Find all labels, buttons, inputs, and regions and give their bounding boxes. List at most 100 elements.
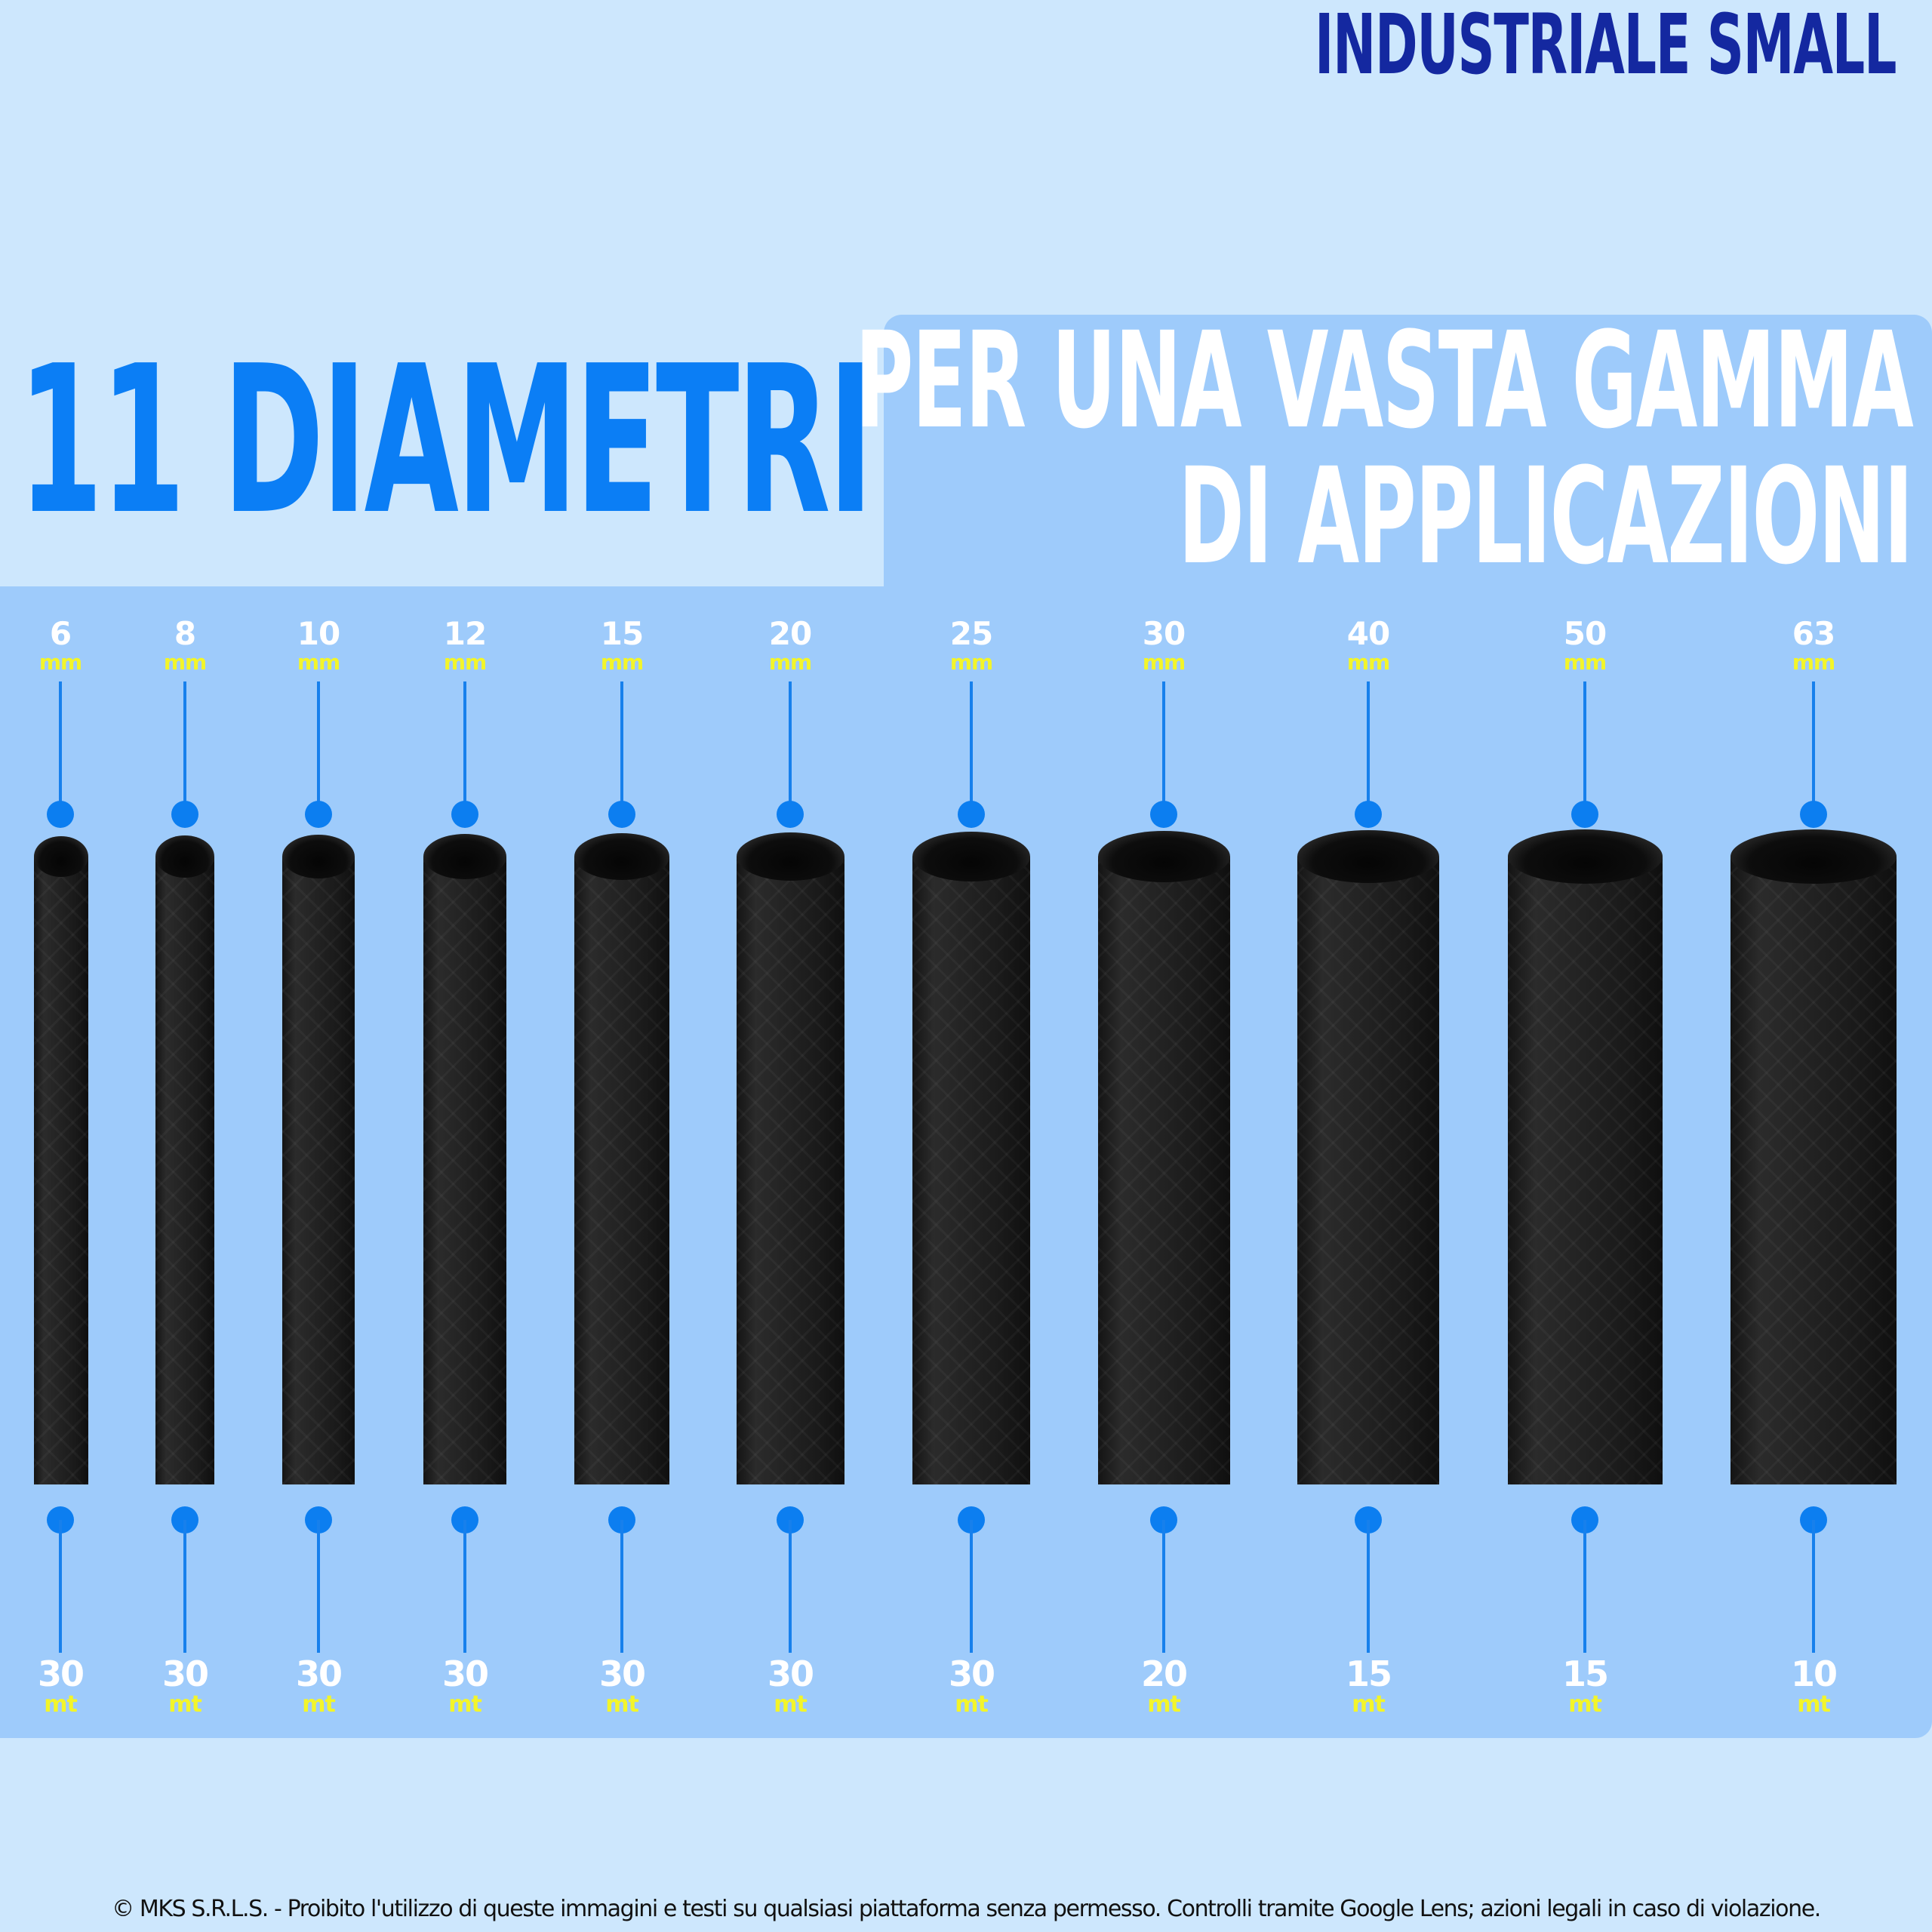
diameter-pointer-line <box>789 681 792 814</box>
diameter-unit: mm <box>1142 650 1186 675</box>
diameter-unit: mm <box>297 650 340 675</box>
diameter-value: 12 <box>443 615 487 652</box>
length-value: 30 <box>441 1654 489 1694</box>
length-unit: mt <box>1797 1691 1831 1718</box>
hose-opening <box>34 836 88 877</box>
diameter-pointer-dot <box>47 801 74 828</box>
length-unit: mt <box>1147 1691 1181 1718</box>
headline-panel <box>884 315 1932 588</box>
diameter-pointer-line <box>317 681 320 814</box>
hose-opening <box>912 832 1030 881</box>
hose-opening <box>1508 829 1663 884</box>
hose-10mm <box>282 835 355 1484</box>
hose-12mm <box>423 834 506 1484</box>
diameter-unit: mm <box>600 650 644 675</box>
diameter-unit: mm <box>1792 650 1835 675</box>
hose-20mm <box>737 832 844 1484</box>
length-unit: mt <box>448 1691 482 1718</box>
diameter-value: 25 <box>949 615 993 652</box>
diameter-pointer-dot <box>958 801 985 828</box>
length-pointer-line <box>183 1520 186 1653</box>
length-pointer-line <box>59 1520 62 1653</box>
length-pointer-line <box>1812 1520 1815 1653</box>
diameter-unit: mm <box>1346 650 1390 675</box>
diameter-pointer-line <box>620 681 623 814</box>
hose-8mm <box>155 835 214 1484</box>
hose-25mm <box>912 832 1030 1484</box>
diameter-pointer-line <box>970 681 973 814</box>
length-unit: mt <box>605 1691 639 1718</box>
diameter-pointer-dot <box>305 801 332 828</box>
length-value: 30 <box>295 1654 343 1694</box>
diameter-value: 63 <box>1792 615 1835 652</box>
length-unit: mt <box>1568 1691 1602 1718</box>
hose-50mm <box>1508 829 1663 1484</box>
hose-opening <box>1297 830 1439 883</box>
diameter-pointer-line <box>1162 681 1165 814</box>
diameter-pointer-line <box>183 681 186 814</box>
diameter-pointer-dot <box>1150 801 1177 828</box>
length-unit: mt <box>1352 1691 1386 1718</box>
headline-sub-line1: PER UNA VASTA GAMMA <box>855 303 1914 458</box>
diameter-pointer-line <box>1812 681 1815 814</box>
length-unit: mt <box>774 1691 808 1718</box>
diameter-pointer-dot <box>1355 801 1382 828</box>
length-value: 20 <box>1140 1654 1188 1694</box>
diameter-value: 20 <box>768 615 812 652</box>
diameter-pointer-dot <box>1800 801 1827 828</box>
length-value: 30 <box>767 1654 814 1694</box>
copyright-notice: © MKS S.R.L.S. - Proibito l'utilizzo di … <box>112 1896 1821 1922</box>
diameter-unit: mm <box>768 650 812 675</box>
length-value: 30 <box>162 1654 209 1694</box>
diameter-value: 6 <box>49 615 72 652</box>
diameter-pointer-line <box>463 681 466 814</box>
length-unit: mt <box>44 1691 78 1718</box>
length-unit: mt <box>955 1691 989 1718</box>
diameter-pointer-dot <box>171 801 198 828</box>
diameter-value: 50 <box>1563 615 1607 652</box>
diameter-pointer-dot <box>451 801 478 828</box>
length-pointer-line <box>463 1520 466 1653</box>
diameter-value: 15 <box>600 615 644 652</box>
hose-30mm <box>1098 831 1230 1484</box>
diameter-pointer-dot <box>777 801 804 828</box>
hose-63mm <box>1730 829 1897 1484</box>
diameter-unit: mm <box>443 650 487 675</box>
hose-opening <box>282 835 355 878</box>
length-unit: mt <box>168 1691 202 1718</box>
length-pointer-line <box>1162 1520 1165 1653</box>
length-value: 30 <box>598 1654 646 1694</box>
hose-opening <box>574 833 669 880</box>
hose-opening <box>423 834 506 879</box>
diameter-unit: mm <box>163 650 207 675</box>
length-pointer-line <box>1583 1520 1586 1653</box>
hose-opening <box>155 835 214 878</box>
length-value: 30 <box>948 1654 995 1694</box>
hose-6mm <box>34 836 88 1484</box>
diameter-pointer-dot <box>608 801 635 828</box>
brand-title: INDUSTRIALE SMALL <box>1314 0 1897 93</box>
headline-sub-line2: DI APPLICAZIONI <box>1178 439 1914 594</box>
length-pointer-line <box>970 1520 973 1653</box>
length-value: 15 <box>1561 1654 1609 1694</box>
diameter-value: 8 <box>174 615 196 652</box>
length-pointer-line <box>789 1520 792 1653</box>
hose-15mm <box>574 833 669 1484</box>
diameter-value: 40 <box>1346 615 1390 652</box>
diameter-pointer-dot <box>1571 801 1598 828</box>
diameter-unit: mm <box>1563 650 1607 675</box>
headline-main: 11 DIAMETRI <box>18 321 873 559</box>
hose-opening <box>1098 831 1230 882</box>
length-value: 30 <box>37 1654 85 1694</box>
length-pointer-line <box>317 1520 320 1653</box>
length-value: 10 <box>1790 1654 1838 1694</box>
diameter-unit: mm <box>38 650 82 675</box>
diameter-value: 10 <box>297 615 340 652</box>
hose-opening <box>737 832 844 881</box>
hose-40mm <box>1297 830 1439 1484</box>
diameter-pointer-line <box>1583 681 1586 814</box>
length-unit: mt <box>302 1691 336 1718</box>
length-pointer-line <box>620 1520 623 1653</box>
hose-opening <box>1730 829 1897 884</box>
length-value: 15 <box>1345 1654 1392 1694</box>
